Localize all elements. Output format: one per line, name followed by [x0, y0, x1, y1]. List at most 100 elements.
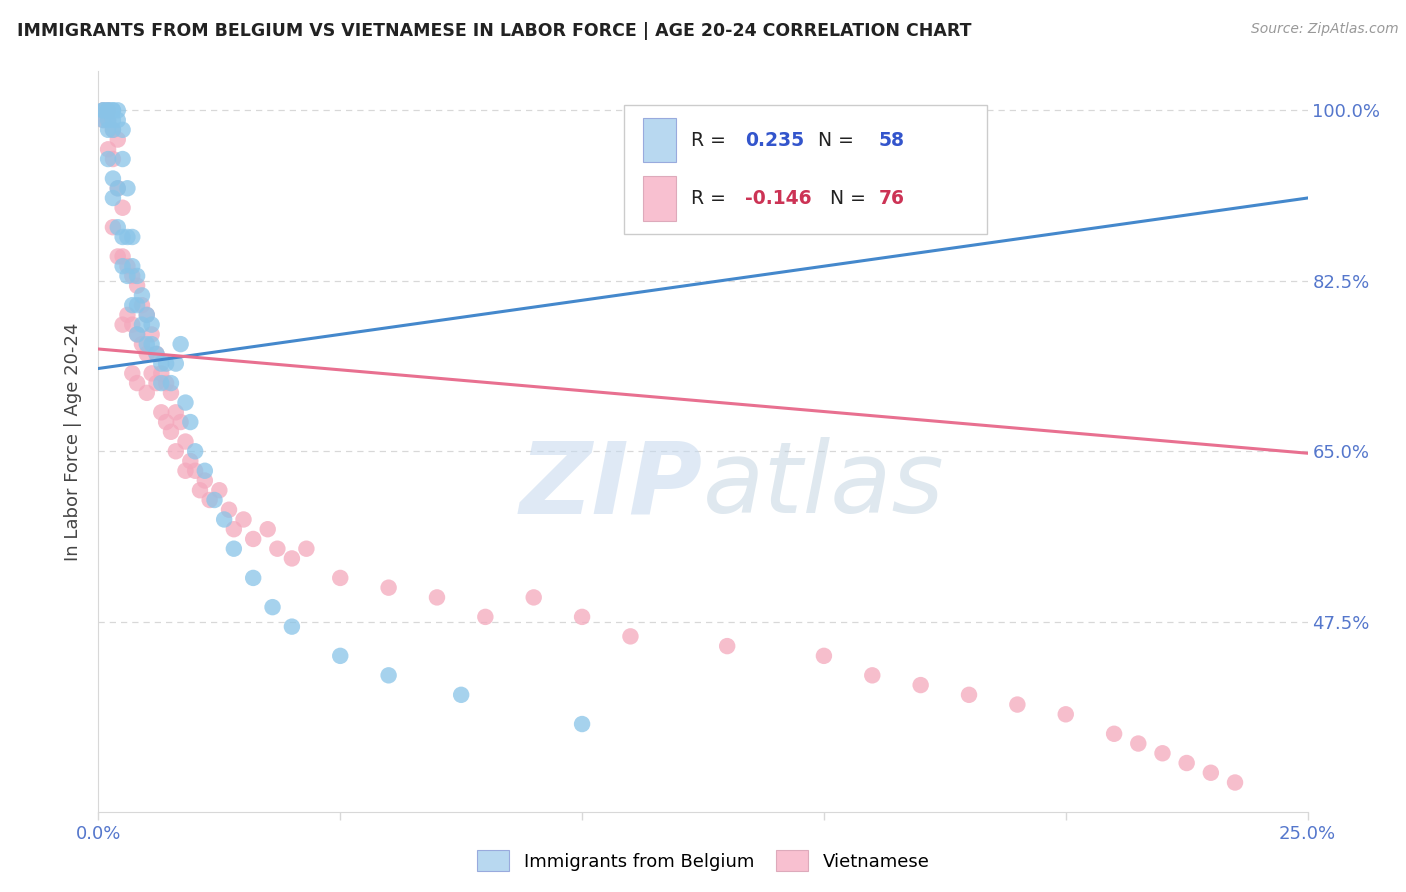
FancyBboxPatch shape	[643, 118, 676, 162]
Point	[107, 250, 129, 264]
Point	[117, 259, 139, 273]
Point	[165, 444, 187, 458]
Point	[329, 648, 352, 663]
Point	[160, 376, 183, 390]
Point	[141, 337, 163, 351]
Point	[295, 541, 318, 556]
Point	[174, 434, 197, 449]
Point	[121, 367, 143, 381]
Point	[1152, 746, 1174, 760]
Point	[179, 454, 201, 468]
Point	[135, 308, 157, 322]
Point	[329, 571, 352, 585]
Point	[101, 123, 124, 137]
Point	[184, 464, 207, 478]
Point	[716, 639, 738, 653]
Point	[117, 181, 139, 195]
Point	[165, 405, 187, 419]
Point	[145, 347, 167, 361]
Point	[121, 298, 143, 312]
Point	[111, 230, 134, 244]
Point	[107, 132, 129, 146]
FancyBboxPatch shape	[624, 104, 987, 235]
Point	[145, 347, 167, 361]
Point	[212, 512, 235, 526]
Point	[188, 483, 211, 498]
Point	[101, 220, 124, 235]
Point	[127, 298, 149, 312]
Text: atlas: atlas	[703, 437, 945, 534]
Point	[101, 113, 124, 128]
Point	[101, 191, 124, 205]
Point	[1007, 698, 1029, 712]
Point	[204, 493, 226, 508]
Point	[232, 512, 254, 526]
Point	[107, 181, 129, 195]
Point	[242, 571, 264, 585]
Point	[127, 278, 149, 293]
Point	[194, 464, 217, 478]
Point	[184, 444, 207, 458]
Text: R =: R =	[690, 189, 731, 208]
Point	[107, 220, 129, 235]
Point	[111, 250, 134, 264]
Point	[194, 474, 217, 488]
Text: ZIP: ZIP	[520, 437, 703, 534]
Point	[377, 581, 399, 595]
Point	[91, 103, 114, 118]
Point	[131, 318, 153, 332]
Point	[169, 415, 191, 429]
Point	[91, 103, 114, 118]
Point	[222, 522, 245, 536]
Point	[426, 591, 449, 605]
Point	[117, 308, 139, 322]
Point	[957, 688, 980, 702]
Point	[111, 152, 134, 166]
Text: IMMIGRANTS FROM BELGIUM VS VIETNAMESE IN LABOR FORCE | AGE 20-24 CORRELATION CHA: IMMIGRANTS FROM BELGIUM VS VIETNAMESE IN…	[17, 22, 972, 40]
Point	[256, 522, 278, 536]
Point	[97, 152, 120, 166]
Point	[150, 376, 173, 390]
Text: 58: 58	[879, 131, 904, 150]
Point	[174, 464, 197, 478]
Point	[101, 152, 124, 166]
Point	[1199, 765, 1222, 780]
Y-axis label: In Labor Force | Age 20-24: In Labor Force | Age 20-24	[65, 322, 83, 561]
Point	[135, 337, 157, 351]
Point	[474, 610, 496, 624]
Point	[813, 648, 835, 663]
Point	[101, 103, 124, 118]
Point	[97, 113, 120, 128]
Point	[571, 610, 593, 624]
Point	[1128, 737, 1150, 751]
Point	[127, 327, 149, 342]
FancyBboxPatch shape	[643, 177, 676, 221]
Point	[107, 113, 129, 128]
Point	[121, 230, 143, 244]
Point	[101, 103, 124, 118]
Point	[222, 541, 245, 556]
Point	[910, 678, 932, 692]
Text: Source: ZipAtlas.com: Source: ZipAtlas.com	[1251, 22, 1399, 37]
Point	[131, 298, 153, 312]
Point	[198, 493, 221, 508]
Point	[145, 376, 167, 390]
Point	[91, 113, 114, 128]
Point	[155, 357, 177, 371]
Point	[101, 123, 124, 137]
Point	[619, 629, 641, 643]
Point	[127, 376, 149, 390]
Point	[97, 113, 120, 128]
Point	[165, 357, 187, 371]
Point	[1054, 707, 1077, 722]
Point	[377, 668, 399, 682]
Point	[121, 268, 143, 283]
Point	[135, 308, 157, 322]
Text: -0.146: -0.146	[745, 189, 811, 208]
Point	[135, 347, 157, 361]
Point	[150, 405, 173, 419]
Point	[107, 103, 129, 118]
Point	[262, 600, 284, 615]
Point	[131, 337, 153, 351]
Text: N =: N =	[818, 189, 872, 208]
